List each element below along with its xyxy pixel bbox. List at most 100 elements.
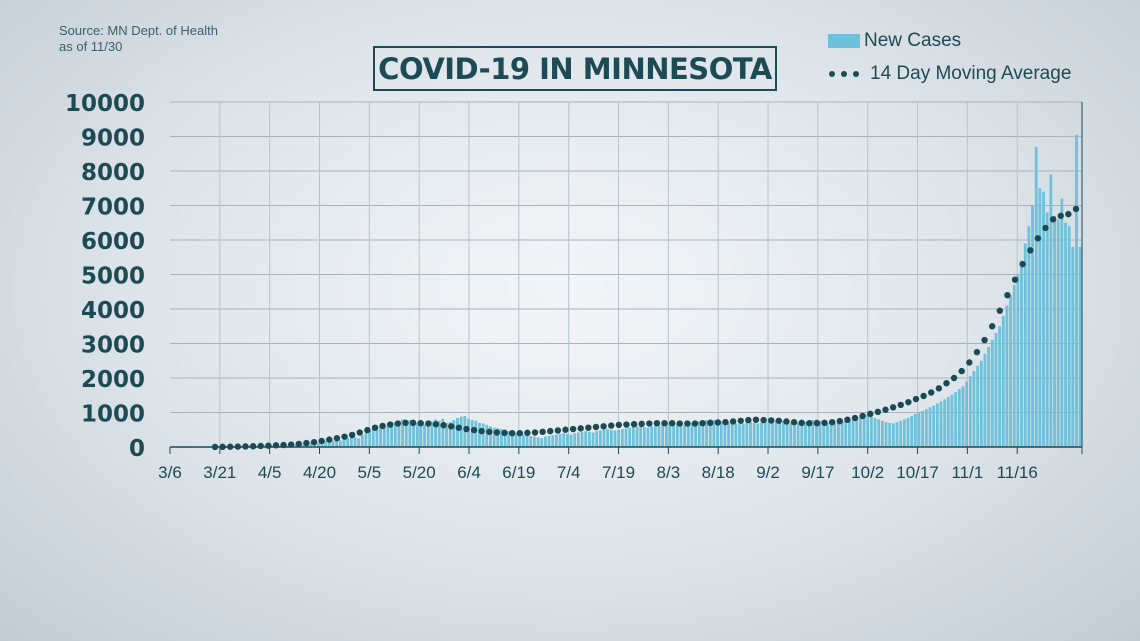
bar: [448, 422, 452, 447]
bar: [357, 438, 361, 448]
bar: [437, 420, 441, 447]
bar: [368, 430, 371, 447]
bar: [342, 439, 346, 447]
average-dot: [432, 421, 440, 428]
average-dot: [501, 429, 508, 437]
bar: [968, 376, 972, 447]
bar: [653, 425, 657, 447]
bar: [602, 429, 606, 447]
average-dot: [623, 421, 630, 428]
average-dot: [242, 443, 249, 450]
bar: [873, 418, 877, 447]
bar: [474, 420, 478, 447]
average-dot: [996, 307, 1004, 314]
average-dot: [1065, 210, 1072, 218]
average-dot: [707, 419, 714, 427]
x-tick-label: 8/3: [657, 463, 681, 482]
bar: [617, 429, 621, 447]
bar: [804, 421, 807, 447]
average-dot: [676, 420, 683, 427]
bar: [426, 426, 430, 447]
average-dot: [1011, 276, 1019, 283]
y-tick-label: 2000: [81, 367, 145, 393]
average-dot: [1027, 247, 1034, 254]
bar: [386, 426, 390, 447]
y-tick-label: 7000: [81, 195, 145, 221]
bar: [316, 442, 320, 447]
bar: [346, 438, 350, 447]
bar: [990, 340, 994, 447]
bar: [939, 401, 943, 447]
average-dot: [958, 367, 965, 375]
average-dot: [722, 418, 729, 426]
bar: [972, 371, 976, 447]
y-tick-label: 9000: [81, 126, 145, 152]
y-tick-label: 5000: [81, 264, 145, 290]
bar: [763, 422, 767, 447]
bar: [697, 421, 701, 447]
average-dot: [600, 423, 607, 430]
bar: [1045, 212, 1049, 447]
bar: [533, 436, 536, 447]
bar: [360, 434, 364, 447]
bar: [434, 419, 437, 447]
average-dot: [448, 423, 455, 430]
bar: [1001, 315, 1005, 447]
bar: [573, 433, 577, 447]
bar: [375, 426, 379, 447]
bar: [489, 426, 492, 447]
bar: [774, 420, 778, 447]
bar: [694, 422, 697, 447]
average-dot: [798, 419, 805, 427]
average-dot: [272, 442, 280, 449]
average-dot: [783, 418, 790, 425]
bar: [657, 424, 661, 447]
bar: [961, 386, 965, 447]
bar: [987, 346, 990, 447]
bar: [371, 429, 375, 447]
average-dot: [859, 412, 866, 420]
bar: [979, 360, 983, 447]
bar: [1012, 284, 1016, 447]
average-dot: [668, 419, 676, 427]
average-dot: [394, 420, 402, 427]
average-dot: [387, 421, 394, 428]
average-dot: [409, 419, 417, 427]
legend-item-moving-average: 14 Day Moving Average: [828, 61, 1071, 87]
bar: [807, 420, 811, 447]
bar: [866, 415, 870, 447]
average-dot: [539, 428, 546, 436]
average-dot: [867, 410, 874, 418]
average-dot: [348, 431, 356, 439]
bar: [562, 433, 566, 447]
average-dot: [981, 336, 988, 344]
average-dot: [1004, 292, 1011, 299]
average-dot: [729, 418, 737, 425]
bar: [818, 420, 822, 447]
bar: [518, 433, 522, 447]
bar: [705, 420, 708, 447]
bar: [672, 422, 675, 447]
average-dot: [950, 374, 958, 382]
bar: [741, 423, 745, 447]
average-dot: [768, 417, 775, 424]
bar: [628, 427, 632, 447]
average-dot: [874, 408, 882, 416]
bar: [796, 422, 800, 447]
bar: [609, 429, 613, 447]
bar: [606, 429, 610, 447]
x-tick-label: 7/4: [557, 463, 581, 482]
average-dot: [836, 417, 843, 425]
bar: [891, 423, 895, 447]
bar: [320, 441, 324, 447]
average-dot: [714, 419, 722, 426]
x-tick-label: 7/19: [602, 463, 635, 482]
average-dot: [630, 421, 638, 428]
bar: [423, 424, 426, 447]
average-dot: [318, 437, 325, 445]
bar: [353, 437, 357, 447]
y-tick-label: 6000: [81, 229, 145, 255]
legend-dots-swatch: [828, 67, 866, 81]
x-tick-label: 3/21: [203, 463, 236, 482]
bar: [1031, 205, 1034, 447]
